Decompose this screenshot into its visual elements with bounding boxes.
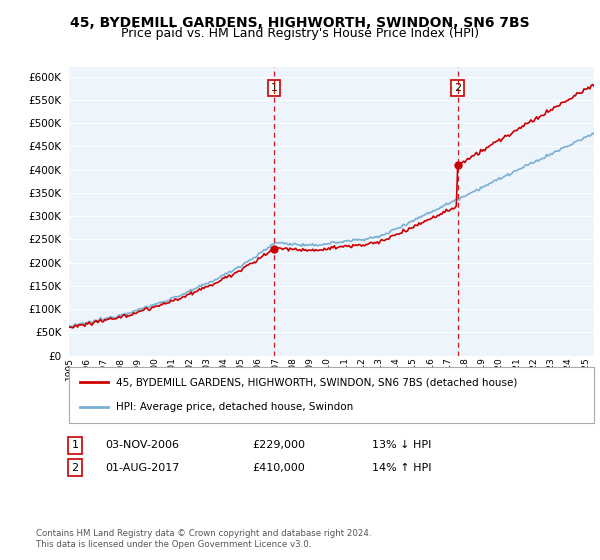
Text: 03-NOV-2006: 03-NOV-2006 [105, 440, 179, 450]
Text: 2: 2 [71, 463, 79, 473]
Text: £229,000: £229,000 [252, 440, 305, 450]
Text: £410,000: £410,000 [252, 463, 305, 473]
Text: 2: 2 [454, 83, 461, 93]
Text: 14% ↑ HPI: 14% ↑ HPI [372, 463, 431, 473]
Text: 1: 1 [71, 440, 79, 450]
Text: 1: 1 [271, 83, 278, 93]
Text: Contains HM Land Registry data © Crown copyright and database right 2024.
This d: Contains HM Land Registry data © Crown c… [36, 529, 371, 549]
Text: 45, BYDEMILL GARDENS, HIGHWORTH, SWINDON, SN6 7BS (detached house): 45, BYDEMILL GARDENS, HIGHWORTH, SWINDON… [116, 377, 518, 388]
Text: 13% ↓ HPI: 13% ↓ HPI [372, 440, 431, 450]
Text: 01-AUG-2017: 01-AUG-2017 [105, 463, 179, 473]
Text: 45, BYDEMILL GARDENS, HIGHWORTH, SWINDON, SN6 7BS: 45, BYDEMILL GARDENS, HIGHWORTH, SWINDON… [70, 16, 530, 30]
Text: Price paid vs. HM Land Registry's House Price Index (HPI): Price paid vs. HM Land Registry's House … [121, 27, 479, 40]
Text: HPI: Average price, detached house, Swindon: HPI: Average price, detached house, Swin… [116, 402, 353, 412]
